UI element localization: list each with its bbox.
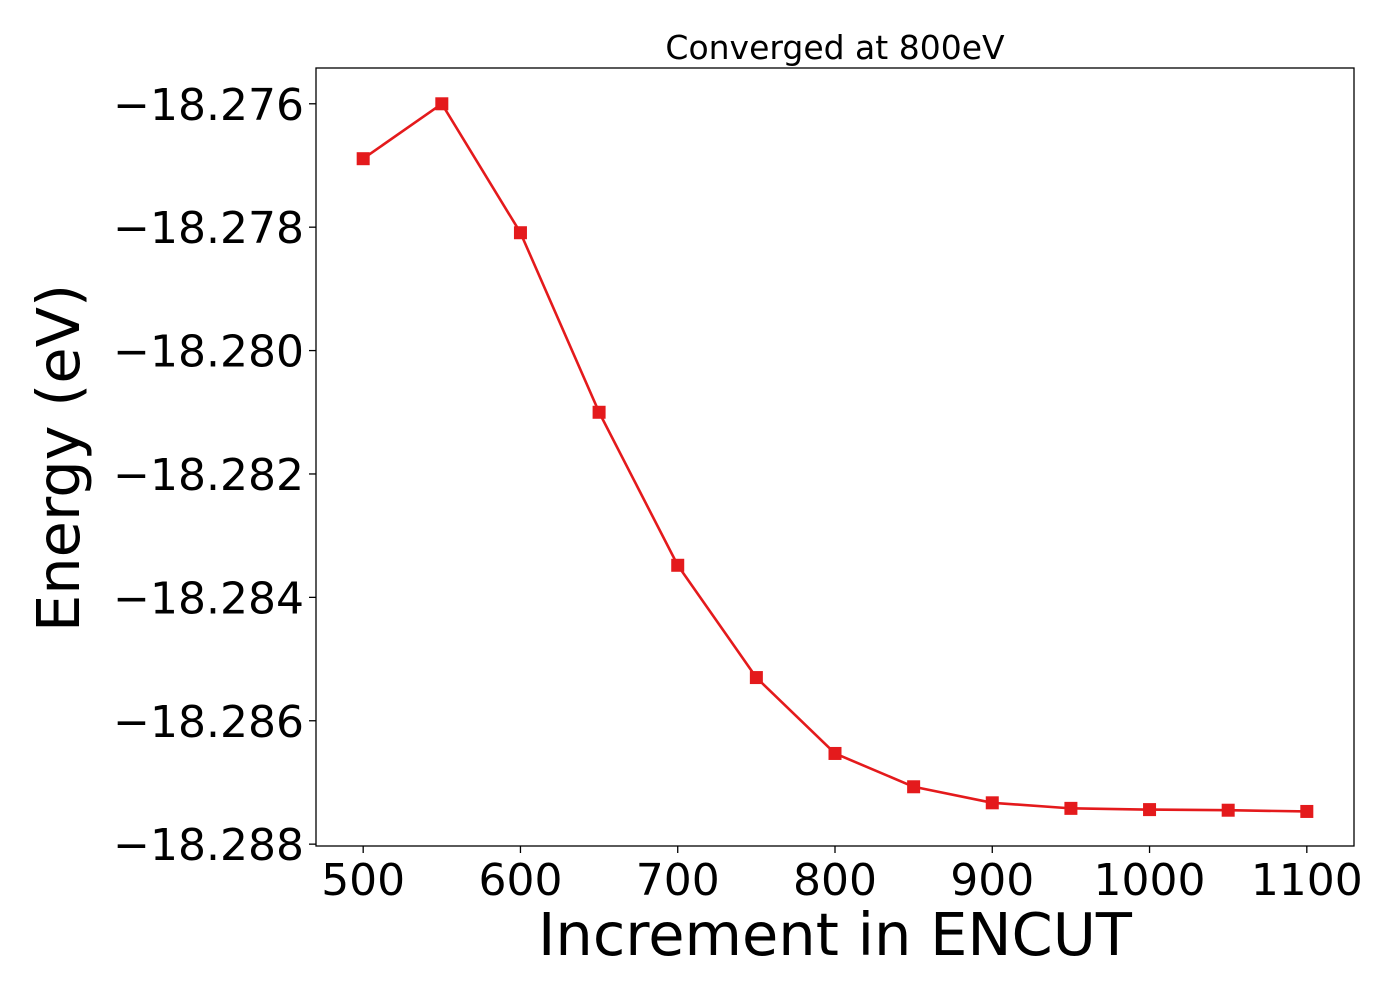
y-tick-label: −18.278 [113, 203, 304, 254]
data-point-marker [592, 405, 606, 419]
x-tick-label: 1000 [1094, 855, 1206, 906]
data-point-marker [1221, 803, 1235, 817]
data-point-marker [1300, 804, 1314, 818]
x-tick-label: 800 [793, 855, 877, 906]
data-point-marker [907, 780, 921, 794]
x-tick-label: 700 [636, 855, 720, 906]
data-point-marker [671, 558, 685, 572]
data-point-marker [356, 152, 370, 166]
plot-frame [315, 67, 1355, 847]
data-point-marker [513, 226, 527, 240]
data-point-marker [749, 671, 763, 685]
x-tick-label: 600 [478, 855, 562, 906]
chart-title: Converged at 800eV [665, 28, 1005, 67]
data-point-marker [1064, 801, 1078, 815]
y-tick-label: −18.284 [113, 573, 304, 624]
y-tick-label: −18.276 [113, 80, 304, 131]
y-tick-label: −18.282 [113, 450, 304, 501]
data-point-marker [985, 796, 999, 810]
series-layer [356, 97, 1314, 818]
x-tick-label: 1100 [1251, 855, 1363, 906]
data-point-marker [1143, 803, 1157, 817]
y-tick-label: −18.286 [113, 697, 304, 748]
x-tick-label: 500 [321, 855, 405, 906]
x-tick-label: 900 [950, 855, 1034, 906]
y-axis-title: Energy (eV) [24, 284, 93, 632]
x-axis-title: Increment in ENCUT [538, 900, 1133, 969]
series-line [362, 102, 1307, 813]
ticks-layer: 500 600 700 800 900 1000 1100 −18.276 −18.278 −18… [113, 80, 1363, 906]
y-tick-label: −18.280 [113, 327, 304, 378]
y-tick-label: −18.288 [113, 820, 304, 871]
data-point-marker [435, 97, 449, 111]
data-point-marker [828, 746, 842, 760]
